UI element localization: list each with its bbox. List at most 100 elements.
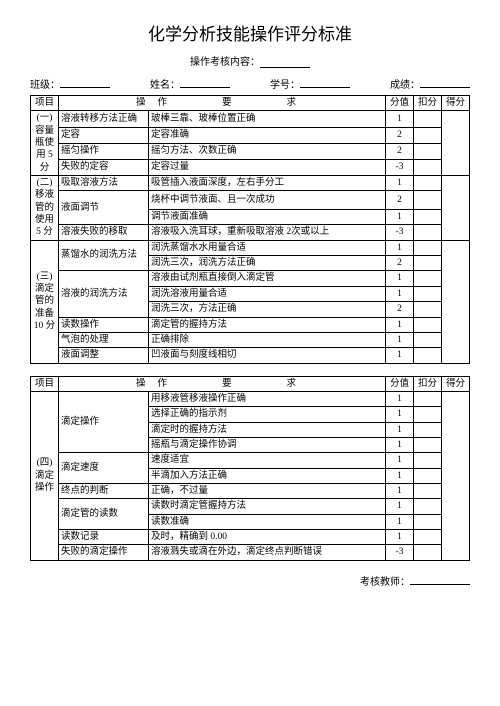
- cell: 2: [386, 256, 414, 271]
- table-row: 液面调节 烧杯中调节液面、且一次成功 2: [31, 191, 470, 210]
- footer-blank: [410, 573, 470, 585]
- cell: [414, 545, 442, 560]
- cell: 摇匀操作: [59, 143, 149, 159]
- op-char: 操: [136, 98, 158, 108]
- cell: 气泡的处理: [59, 332, 149, 347]
- cell: 半滴加入方法正确: [149, 468, 386, 483]
- cell: 调节液面准确: [149, 210, 386, 225]
- cell: -3: [386, 225, 414, 240]
- cell: 滴定速度: [59, 453, 149, 484]
- cell: 1: [386, 483, 414, 498]
- cell: 1: [386, 422, 414, 437]
- cell: 2: [386, 302, 414, 317]
- subtitle-blank: [260, 56, 310, 68]
- col-score: 分值: [386, 376, 414, 391]
- cell: 溶液由试剂瓶直接倒入滴定管: [149, 271, 386, 286]
- section-1-label: (一) 容量瓶使用 5分: [31, 111, 59, 176]
- table-row: 滴定速度 速度适宜 1: [31, 453, 470, 468]
- table-row: (四) 滴定操作 滴定操作 用移液管移液操作正确 1: [31, 391, 470, 406]
- cell: [414, 286, 442, 301]
- table-row: (一) 容量瓶使用 5分 溶液转移方法正确 玻棒三靠、玻棒位置正确 1: [31, 111, 470, 127]
- cell: 润洗溶液用量合适: [149, 286, 386, 301]
- cell: [414, 210, 442, 225]
- name-label: 姓名：: [150, 76, 180, 91]
- cell: 终点的判断: [59, 483, 149, 498]
- cell: [414, 453, 442, 468]
- cell: [414, 271, 442, 286]
- cell: 吸管插入液面深度，左右手分工: [149, 176, 386, 191]
- class-blank: [60, 76, 110, 88]
- table-row: 失败的滴定操作 溶液溅失或滴在外边，滴定终点判断错误 -3: [31, 545, 470, 560]
- cell: [414, 391, 442, 406]
- cell: 润洗三次，方法正确: [149, 302, 386, 317]
- table-row: 失败的定容 定容过量 -3: [31, 159, 470, 175]
- cell: -3: [386, 159, 414, 175]
- cell: 1: [386, 317, 414, 332]
- table-row: (三) 滴定管的准备 10 分 蒸馏水的润洗方法 润洗蒸馏水水用量合适 1: [31, 240, 470, 255]
- cell: 液面调节: [59, 191, 149, 225]
- cell: 1: [386, 529, 414, 544]
- cell: 失败的定容: [59, 159, 149, 175]
- req-char: 作 要 求: [158, 379, 309, 389]
- table-row: 终点的判断 正确，不过量 1: [31, 483, 470, 498]
- cell: 1: [386, 210, 414, 225]
- class-label: 班级：: [30, 76, 60, 91]
- cell: 吸取溶液方法: [59, 176, 149, 191]
- cell: 2: [386, 143, 414, 159]
- cell: 蒸馏水的润洗方法: [59, 240, 149, 271]
- cell: [414, 240, 442, 255]
- cell: [414, 317, 442, 332]
- col-op-req: 操作 要 求: [59, 376, 386, 391]
- col-op-req: 操作 要 求: [59, 96, 386, 111]
- section-3-label: (三) 滴定管的准备 10 分: [31, 240, 59, 363]
- name-blank: [180, 76, 230, 88]
- cell: 速度适宜: [149, 453, 386, 468]
- cell: 摇瓶与滴定操作协调: [149, 437, 386, 452]
- table-row: 读数记录 及时，精确到 0.00 1: [31, 529, 470, 544]
- cell: 玻棒三靠、玻棒位置正确: [149, 111, 386, 127]
- cell: 读数时滴定管握持方法: [149, 499, 386, 514]
- table-row: 定容 定容准确 2: [31, 127, 470, 143]
- cell: 失败的滴定操作: [59, 545, 149, 560]
- cell: 读数记录: [59, 529, 149, 544]
- col-item: 项目: [31, 376, 59, 391]
- cell: [442, 240, 470, 363]
- cell: 1: [386, 499, 414, 514]
- cell: 2: [386, 191, 414, 210]
- cell: [414, 514, 442, 529]
- cell: 溶液失败的移取: [59, 225, 149, 240]
- footer-label: 考核教师：: [360, 577, 410, 588]
- cell: 1: [386, 271, 414, 286]
- cell: [414, 529, 442, 544]
- table-row: (二) 移液管的使用 5 分 吸取溶液方法 吸管插入液面深度，左右手分工 1: [31, 176, 470, 191]
- table-row: 滴定管的读数 读数时滴定管握持方法 1: [31, 499, 470, 514]
- cell: 用移液管移液操作正确: [149, 391, 386, 406]
- cell: 定容准确: [149, 127, 386, 143]
- cell: 正确，不过量: [149, 483, 386, 498]
- cell: 1: [386, 176, 414, 191]
- cell: 1: [386, 332, 414, 347]
- cell: 及时，精确到 0.00: [149, 529, 386, 544]
- cell: 1: [386, 437, 414, 452]
- cell: 滴定时的握持方法: [149, 422, 386, 437]
- cell: [414, 191, 442, 210]
- op-char: 操: [136, 379, 158, 389]
- cell: [414, 483, 442, 498]
- cell: 滴定管的读数: [59, 499, 149, 530]
- page-title: 化学分析技能操作评分标准: [30, 20, 470, 45]
- cell: [414, 499, 442, 514]
- cell: 2: [386, 127, 414, 143]
- table-row: 液面调整 凹液面与刻度线相切 1: [31, 348, 470, 363]
- cell: [414, 127, 442, 143]
- cell: [414, 332, 442, 347]
- col-score: 分值: [386, 96, 414, 111]
- cell: 1: [386, 514, 414, 529]
- cell: 溶液的润洗方法: [59, 271, 149, 317]
- table-row: 项目 操作 要 求 分值 扣分 得分: [31, 376, 470, 391]
- header-row: 班级： 姓名： 学号： 成绩：: [30, 76, 470, 91]
- table-2: 项目 操作 要 求 分值 扣分 得分 (四) 滴定操作 滴定操作 用移液管移液操…: [30, 376, 470, 561]
- cell: 读数准确: [149, 514, 386, 529]
- cell: 液面调整: [59, 348, 149, 363]
- cell: 1: [386, 240, 414, 255]
- cell: 滴定操作: [59, 391, 149, 452]
